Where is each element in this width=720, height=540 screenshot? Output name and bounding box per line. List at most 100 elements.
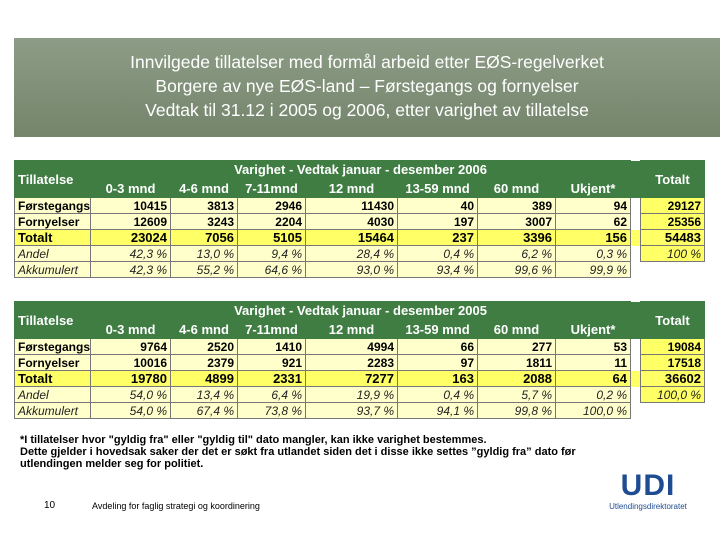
- total-cell: 54483: [640, 229, 706, 246]
- gap: [630, 354, 641, 371]
- cell: 2283: [305, 354, 398, 371]
- total-cell: 25356: [640, 213, 706, 230]
- cell: 4994: [305, 338, 398, 355]
- cell: 67,4 %: [170, 402, 238, 419]
- data-row: Akkumulert 42,3 % 55,2 % 64,6 % 93,0 % 93,4 %…: [14, 261, 705, 278]
- row-label: Førstegangs: [14, 197, 91, 214]
- title-line: Borgere av nye EØS-land – Førstegangs og…: [155, 76, 579, 96]
- gap: [630, 213, 641, 230]
- cell: 93,0 %: [305, 261, 398, 278]
- total-cell: 100,0 %: [640, 386, 706, 403]
- cell: 921: [237, 354, 306, 371]
- header-row: 0-3 mnd 4-6 mnd 7-11mnd 12 mnd 13-59 mnd 60 m…: [15, 178, 705, 198]
- column-header: 60 mnd: [477, 178, 556, 198]
- data-row: Fornyelser 12609 3243 2204 4030 197 3007 62 2535…: [14, 213, 706, 230]
- row-label: Førstegangs: [14, 338, 91, 355]
- cell: 62: [554, 213, 632, 230]
- row-label: Akkumulert: [14, 402, 91, 419]
- column-header: Ukjent*: [554, 178, 632, 198]
- column-header: 12 mnd: [305, 319, 398, 339]
- cell: 10415: [90, 197, 171, 214]
- cell: 97: [397, 354, 478, 371]
- cell: 11: [554, 354, 632, 371]
- title-band: Innvilgede tillatelser med formål arbeid…: [14, 38, 720, 137]
- cell: 53: [554, 338, 632, 355]
- footnote-line: Dette gjelder i hovedsak saker der det e…: [20, 446, 576, 470]
- cell: 2204: [237, 213, 306, 230]
- header-label: Tillatelse: [14, 160, 91, 198]
- total-cell: 17518: [640, 354, 706, 371]
- cell: 23024: [90, 229, 171, 246]
- data-table: Tillatelse Varighet - Vedtak januar - des…: [14, 301, 706, 419]
- cell: 2946: [237, 197, 306, 214]
- cell: 0,4 %: [397, 245, 478, 262]
- data-row: Fornyelser 10016 2379 921 2283 97 1811 11 17518: [14, 354, 706, 371]
- cell: 9,4 %: [237, 245, 306, 262]
- logo-subtitle: Utlendingsdirektoratet: [609, 502, 687, 511]
- cell: 93,7 %: [305, 402, 398, 419]
- data-row: Andel 54,0 % 13,4 % 6,4 % 19,9 % 0,4 % 5,7 % 0,…: [14, 386, 706, 403]
- cell: 100,0 %: [554, 402, 632, 419]
- cell: 13,4 %: [170, 386, 238, 403]
- data-row: Akkumulert 54,0 % 67,4 % 73,8 % 93,7 % 94,1 %…: [14, 402, 705, 419]
- cell: 2331: [237, 370, 306, 387]
- gap: [630, 160, 641, 198]
- footnote-line: *I tillatelser hvor "gyldig fra" eller "…: [20, 434, 487, 446]
- cell: 5105: [237, 229, 306, 246]
- cell: 66: [397, 338, 478, 355]
- data-table: Tillatelse Varighet - Vedtak januar - des…: [14, 160, 706, 278]
- gap: [630, 338, 641, 355]
- data-row: Totalt 23024 7056 5105 15464 237 3396 156 54483: [14, 229, 706, 246]
- cell: 19780: [90, 370, 171, 387]
- data-row: Andel 42,3 % 13,0 % 9,4 % 28,4 % 0,4 % 6,2 % 0,…: [14, 245, 706, 262]
- cell: 93,4 %: [397, 261, 478, 278]
- gap: [640, 261, 705, 278]
- cell: 94,1 %: [397, 402, 478, 419]
- cell: 15464: [305, 229, 398, 246]
- gap: [630, 386, 641, 403]
- cell: 5,7 %: [477, 386, 556, 403]
- footnote: *I tillatelser hvor "gyldig fra" eller "…: [20, 434, 630, 470]
- cell: 0,3 %: [554, 245, 632, 262]
- cell: 54,0 %: [90, 402, 171, 419]
- cell: 2088: [477, 370, 556, 387]
- cell: 7056: [170, 229, 238, 246]
- row-label: Andel: [14, 386, 91, 403]
- cell: 99,8 %: [477, 402, 556, 419]
- column-header: 13-59 mnd: [397, 178, 478, 198]
- column-header: 4-6 mnd: [170, 319, 238, 339]
- data-row: Førstegangs 9764 2520 1410 4994 66 277 53 19084: [14, 338, 706, 355]
- data-row: Førstegangs 10415 3813 2946 11430 40 389 94 2912…: [14, 197, 706, 214]
- cell: 3396: [477, 229, 556, 246]
- gap: [630, 229, 641, 246]
- total-cell: 36602: [640, 370, 706, 387]
- data-row: Totalt 19780 4899 2331 7277 163 2088 64 36602: [14, 370, 706, 387]
- cell: 163: [397, 370, 478, 387]
- column-header: 4-6 mnd: [170, 178, 238, 198]
- period-title: Varighet - Vedtak januar - desember 2005: [89, 301, 632, 321]
- cell: 54,0 %: [90, 386, 171, 403]
- period-title: Varighet - Vedtak januar - desember 2006: [89, 160, 632, 180]
- cell: 11430: [305, 197, 398, 214]
- cell: 94: [554, 197, 632, 214]
- cell: 4899: [170, 370, 238, 387]
- cell: 2520: [170, 338, 238, 355]
- cell: 4030: [305, 213, 398, 230]
- logo-text: UDI: [620, 469, 676, 502]
- column-header: 0-3 mnd: [90, 319, 171, 339]
- gap: [630, 301, 641, 339]
- row-label: Fornyelser: [14, 354, 91, 371]
- gap: [630, 261, 641, 278]
- gap: [630, 370, 641, 387]
- column-header: Ukjent*: [554, 319, 632, 339]
- cell: 10016: [90, 354, 171, 371]
- cell: 1410: [237, 338, 306, 355]
- column-header: 60 mnd: [477, 319, 556, 339]
- total-cell: 19084: [640, 338, 706, 355]
- header-row: Tillatelse Varighet - Vedtak januar - des…: [14, 160, 706, 198]
- cell: 6,4 %: [237, 386, 306, 403]
- cell: 40: [397, 197, 478, 214]
- total-cell: 29127: [640, 197, 706, 214]
- cell: 64,6 %: [237, 261, 306, 278]
